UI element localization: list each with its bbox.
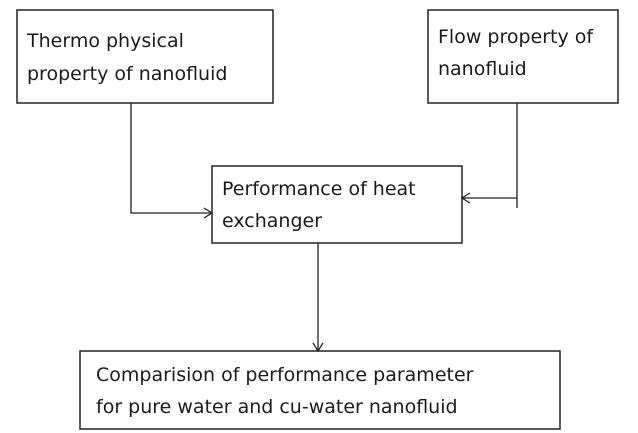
node-box <box>79 350 561 430</box>
node-label: Thermo physical <box>26 30 184 52</box>
arrow <box>312 243 324 353</box>
arrow <box>130 103 214 219</box>
node-label: Performance of heat <box>222 178 416 200</box>
node-label: Flow property of <box>438 26 594 48</box>
arrow <box>460 103 518 208</box>
node-label: nanofluid <box>438 58 527 80</box>
node-label: for pure water and cu-water nanofluid <box>96 396 458 418</box>
node-label: property of nanofluid <box>27 63 227 85</box>
node-label: Comparision of performance parameter <box>96 364 474 386</box>
node-box <box>211 165 463 244</box>
node-box <box>427 9 619 104</box>
node-label: exchanger <box>222 210 322 232</box>
node-box <box>16 9 274 104</box>
